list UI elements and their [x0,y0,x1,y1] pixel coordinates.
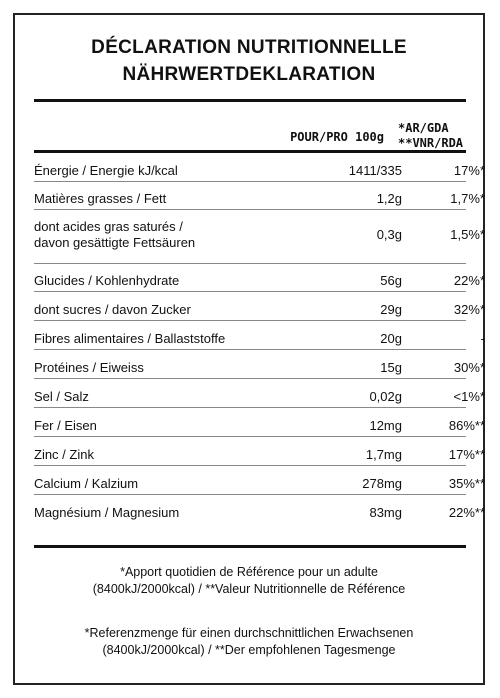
nutrient-rda: - [480,331,485,346]
nutrient-rda: 86%** [448,418,485,433]
nutrient-value: 0,02g [369,389,402,404]
nutrient-label-line2: davon gesättigte Fettsäuren [34,235,196,250]
nutrient-value: 56g [380,273,402,288]
rda-header-line2: **VNR/RDA [398,136,464,150]
nutrient-value: 1,7mg [365,447,402,462]
per-100g-header: POUR/PRO 100g [290,130,384,144]
nutrient-label: Calcium / Kalzium [34,476,139,491]
nutrient-value: 20g [380,331,402,346]
nutrient-rda: 17%** [448,447,485,462]
nutrient-rda: 30%* [453,360,485,375]
nutrient-label: Glucides / Kohlenhydrate [34,273,180,288]
table-top-divider [34,150,466,153]
row-divider [34,320,466,321]
rda-header-line1: *AR/GDA [398,121,449,135]
nutrient-label: Zinc / Zink [34,447,94,462]
nutrient-rda: 22%* [453,273,485,288]
nutrient-value: 1,2g [376,191,402,206]
nutrient-rda: 32%* [453,302,485,317]
nutrient-label: dont acides gras saturés / davon gesätti… [34,219,284,251]
nutrient-rda: 17%* [453,163,485,178]
nutrient-rda: 1,7%* [450,191,485,206]
nutrient-value: 15g [380,360,402,375]
footnote-fr-line2: (8400kJ/2000kcal) / **Valeur Nutritionne… [92,582,406,596]
rda-header: *AR/GDA **VNR/RDA [398,121,474,151]
nutrient-label: Fibres alimentaires / Ballaststoffe [34,331,226,346]
title-fr: DÉCLARATION NUTRITIONNELLE [91,37,407,58]
nutrient-label-line1: dont acides gras saturés / [34,219,183,234]
footnote-fr-line1: *Apport quotidien de Référence pour un a… [120,565,378,579]
nutrient-value: 278mg [362,476,402,491]
row-divider [34,291,466,292]
nutrient-label: Magnésium / Magnesium [34,505,180,520]
nutrient-value: 12mg [369,418,402,433]
table-bottom-divider [34,545,466,548]
nutrient-rda: 22%** [448,505,485,520]
title-de: NÄHRWERTDEKLARATION [122,64,376,85]
footnote-de-line1: *Referenzmenge für einen durchschnittlic… [84,626,414,640]
nutrient-label: Énergie / Energie kJ/kcal [34,163,178,178]
nutrient-label: Fer / Eisen [34,418,97,433]
row-divider [34,349,466,350]
nutrient-rda: 35%** [448,476,485,491]
footnote-de-line2: (8400kJ/2000kcal) / **Der empfohlenen Ta… [102,643,396,657]
row-divider [34,209,466,210]
nutrient-label: Protéines / Eiweiss [34,360,144,375]
row-divider [34,378,466,379]
row-divider [34,465,466,466]
nutrient-value: 29g [380,302,402,317]
footnote-de: *Referenzmenge für einen durchschnittlic… [15,625,483,659]
nutrient-value: 0,3g [376,227,402,242]
row-divider [34,494,466,495]
nutrient-value: 83mg [369,505,402,520]
row-divider [34,436,466,437]
row-divider [34,263,466,264]
nutrient-rda: 1,5%* [450,227,485,242]
nutrient-label: Matières grasses / Fett [34,191,167,206]
nutrient-value: 1411/335 [348,163,402,178]
row-divider [34,181,466,182]
nutrient-label: dont sucres / davon Zucker [34,302,191,317]
row-divider [34,407,466,408]
nutrient-rda: <1%* [453,389,485,404]
footnote-fr: *Apport quotidien de Référence pour un a… [15,564,483,598]
nutrition-panel: DÉCLARATION NUTRITIONNELLE NÄHRWERTDEKLA… [13,13,485,685]
nutrient-label: Sel / Salz [34,389,89,404]
header-divider [34,99,466,102]
